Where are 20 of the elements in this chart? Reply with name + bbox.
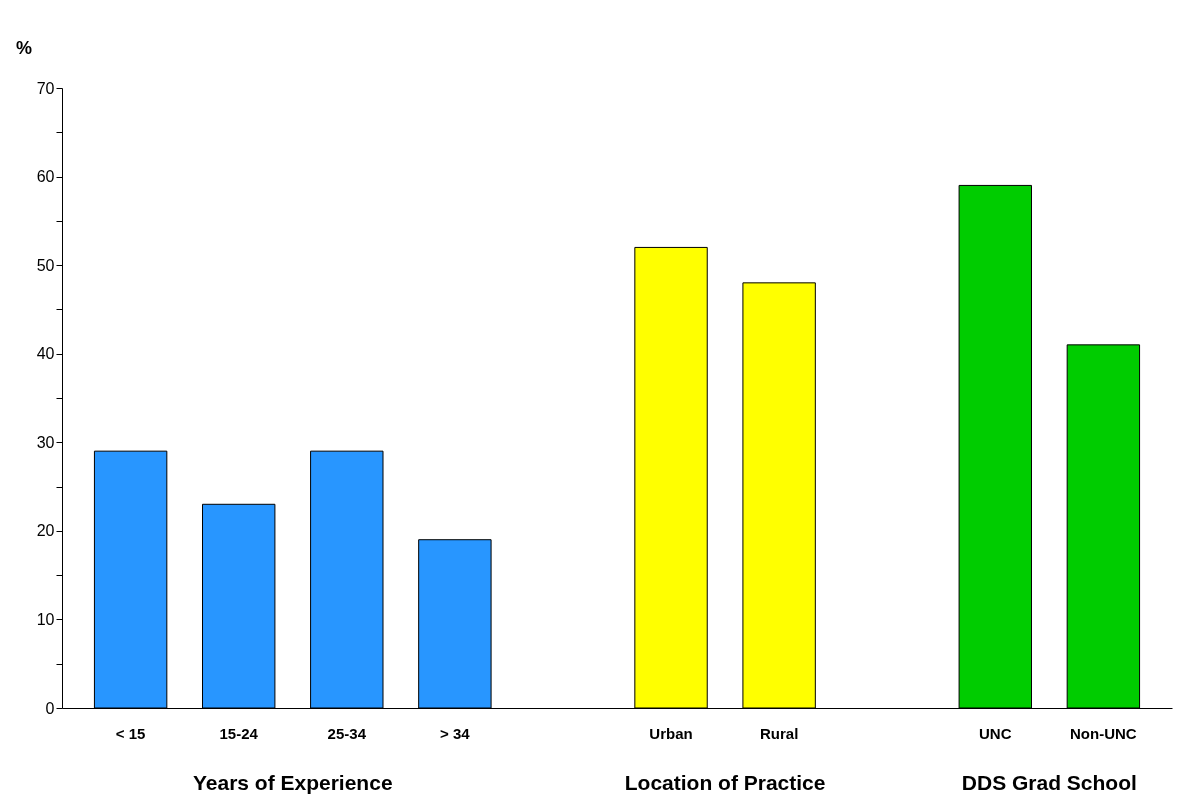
text: Location of Practice (624, 771, 826, 794)
x-tick-label: Urban (649, 724, 693, 742)
x-tick-label: 25-34 (327, 724, 367, 742)
y-tick-label: 50 (36, 256, 55, 274)
x-tick-label: > 34 (440, 724, 471, 742)
x-tick-label: Non-UNC (1070, 724, 1137, 742)
x-tick-label: Rural (759, 724, 799, 742)
y-tick-label: 40 (36, 345, 55, 363)
y-tick-label: 20 (36, 522, 55, 540)
y-tick-label: 0 (45, 699, 55, 717)
x-tick-label: 15-24 (219, 724, 259, 742)
x-tick-label: < 15 (115, 724, 146, 742)
y-axis-title: % (15, 38, 33, 58)
y-tick-label: 10 (36, 610, 55, 628)
text: Years of Experience (192, 771, 393, 794)
y-tick-label: 60 (36, 168, 55, 186)
y-tick-label: 70 (36, 79, 55, 97)
text: DDS Grad School (961, 771, 1137, 794)
x-tick-label: UNC (979, 724, 1012, 742)
y-tick-label: 30 (36, 433, 55, 451)
